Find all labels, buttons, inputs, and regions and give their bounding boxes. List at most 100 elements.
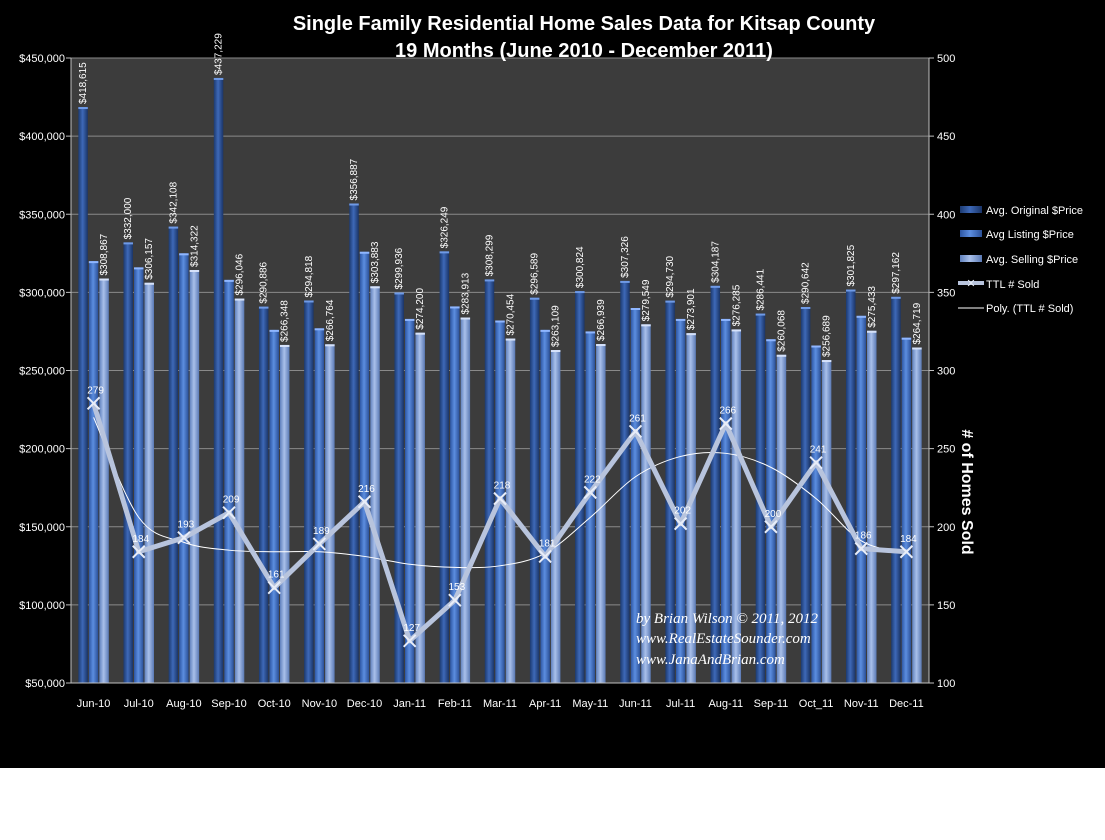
bar-avg-original-price-cap bbox=[710, 285, 721, 288]
bar-avg-original-price-cap bbox=[258, 306, 269, 309]
label-ttl-sold: 216 bbox=[358, 484, 375, 495]
bar-avg-listing-price-cap bbox=[359, 251, 370, 254]
bar-avg-original-price bbox=[620, 280, 630, 683]
bar-avg-listing-price bbox=[766, 339, 776, 683]
x-tick-label: Dec-11 bbox=[889, 698, 924, 710]
legend-swatch-selling bbox=[960, 255, 982, 262]
y2-tick-label: 350 bbox=[937, 287, 955, 299]
bar-avg-selling-price-cap bbox=[912, 347, 922, 350]
label-avg-original-price: $356,887 bbox=[349, 158, 360, 200]
bar-avg-selling-price-cap bbox=[776, 354, 787, 357]
bar-avg-original-price-cap bbox=[800, 306, 811, 309]
data-labels: $418,615 $332,000 $342,108 $437,229 $290,886… bbox=[78, 33, 923, 634]
label-ttl-sold: 202 bbox=[674, 506, 691, 517]
bar-avg-original-price-cap bbox=[484, 279, 495, 282]
bar-avg-original-price-cap bbox=[168, 226, 179, 229]
bar-avg-original-price-cap bbox=[394, 292, 404, 295]
label-ttl-sold: 209 bbox=[223, 495, 240, 506]
label-ttl-sold: 186 bbox=[855, 531, 872, 542]
y-tick-label: $150,000 bbox=[19, 522, 65, 534]
label-avg-original-price: $332,000 bbox=[123, 197, 134, 239]
label-avg-original-price: $299,936 bbox=[394, 247, 405, 289]
bar-avg-selling-price-cap bbox=[867, 330, 877, 333]
bar-avg-listing-price-cap bbox=[133, 267, 144, 270]
x-tick-label: Nov-11 bbox=[844, 698, 879, 710]
bar-avg-selling-price bbox=[460, 317, 471, 683]
sold-line bbox=[86, 396, 914, 648]
y-tick-label: $250,000 bbox=[19, 366, 65, 378]
bar-avg-original-price bbox=[891, 296, 901, 683]
bar-avg-selling-price bbox=[99, 278, 109, 683]
sold-marker bbox=[583, 485, 598, 500]
x-tick-label: Feb-11 bbox=[438, 698, 472, 710]
y-tick-label: $100,000 bbox=[19, 600, 65, 612]
label-avg-original-price: $307,326 bbox=[620, 236, 631, 278]
sold-marker bbox=[402, 634, 417, 648]
bar-avg-listing-price bbox=[224, 279, 234, 683]
chart-title: Single Family Residential Home Sales Dat… bbox=[293, 13, 876, 35]
bar-avg-original-price bbox=[665, 300, 675, 683]
sold-marker bbox=[854, 541, 868, 556]
bar-avg-selling-price bbox=[641, 324, 651, 683]
bar-avg-original-price-cap bbox=[575, 291, 585, 294]
bar-avg-listing-price bbox=[314, 328, 325, 683]
x-tick-label: Jun-10 bbox=[77, 698, 111, 710]
bar-avg-selling-price-cap bbox=[731, 329, 742, 332]
label-avg-original-price: $294,730 bbox=[665, 255, 676, 297]
y-tick-label: $450,000 bbox=[19, 53, 65, 65]
y-tick-label: $400,000 bbox=[19, 131, 65, 143]
bar-avg-listing-price bbox=[88, 261, 99, 683]
bar-avg-selling-price bbox=[596, 344, 606, 683]
x-tick-label: Sep-11 bbox=[754, 698, 789, 710]
sold-marker bbox=[628, 424, 643, 439]
bar-avg-original-price-cap bbox=[304, 300, 314, 303]
bar-avg-selling-price bbox=[144, 282, 154, 683]
label-ttl-sold: 279 bbox=[87, 385, 104, 396]
sold-marker bbox=[719, 416, 733, 431]
trendline-path bbox=[93, 417, 907, 569]
x-tick-label: Nov-10 bbox=[302, 698, 337, 710]
legend: Avg. Original $Price Avg Listing $Price … bbox=[958, 205, 1083, 315]
bar-avg-selling-price-cap bbox=[370, 286, 380, 289]
bar-avg-listing-price bbox=[540, 329, 550, 683]
y-tick-label: $300,000 bbox=[19, 287, 65, 299]
label-avg-original-price: $300,824 bbox=[575, 246, 586, 288]
bar-avg-original-price-cap bbox=[439, 251, 450, 254]
trendline bbox=[93, 417, 907, 569]
label-avg-original-price: $304,187 bbox=[710, 241, 721, 283]
label-ttl-sold: 184 bbox=[132, 534, 149, 545]
legend-label-original: Avg. Original $Price bbox=[986, 205, 1083, 217]
bar-avg-listing-price-cap bbox=[811, 345, 821, 348]
label-ttl-sold: 266 bbox=[719, 406, 736, 417]
bar-avg-listing-price-cap bbox=[675, 318, 686, 321]
label-avg-original-price: $326,249 bbox=[439, 206, 450, 248]
label-ttl-sold: 241 bbox=[810, 445, 827, 456]
bar-avg-original-price bbox=[394, 292, 404, 683]
bar-avg-selling-price bbox=[776, 354, 787, 683]
bar-avg-original-price-cap bbox=[755, 313, 766, 316]
bar-avg-selling-price-cap bbox=[189, 269, 200, 272]
credit-url-2: www.JanaAndBrian.com bbox=[636, 652, 785, 668]
bar-avg-selling-price bbox=[821, 360, 832, 683]
label-avg-original-price: $286,441 bbox=[755, 268, 766, 310]
bar-avg-selling-price-cap bbox=[596, 344, 606, 347]
bar-avg-listing-price-cap bbox=[269, 329, 279, 332]
bar-avg-listing-price-cap bbox=[314, 328, 325, 331]
label-ttl-sold: 261 bbox=[629, 413, 646, 424]
legend-label-selling: Avg. Selling $Price bbox=[986, 254, 1078, 266]
label-avg-original-price: $290,642 bbox=[801, 262, 812, 304]
x-tick-label: Mar-11 bbox=[483, 698, 517, 710]
label-avg-original-price: $301,825 bbox=[846, 244, 857, 286]
label-avg-original-price: $294,818 bbox=[304, 255, 315, 297]
bar-avg-original-price bbox=[168, 226, 179, 684]
bar-avg-selling-price bbox=[370, 286, 380, 683]
bar-avg-original-price bbox=[800, 306, 811, 683]
bar-avg-original-price bbox=[439, 251, 450, 683]
legend-label-sold: TTL # Sold bbox=[986, 279, 1039, 291]
label-avg-selling-price: $303,883 bbox=[370, 241, 381, 283]
bar-avg-selling-price bbox=[550, 350, 561, 683]
bar-avg-selling-price bbox=[189, 269, 200, 683]
sold-marker bbox=[86, 396, 101, 411]
bar-avg-selling-price-cap bbox=[550, 350, 561, 353]
bar-avg-selling-price bbox=[279, 344, 290, 683]
